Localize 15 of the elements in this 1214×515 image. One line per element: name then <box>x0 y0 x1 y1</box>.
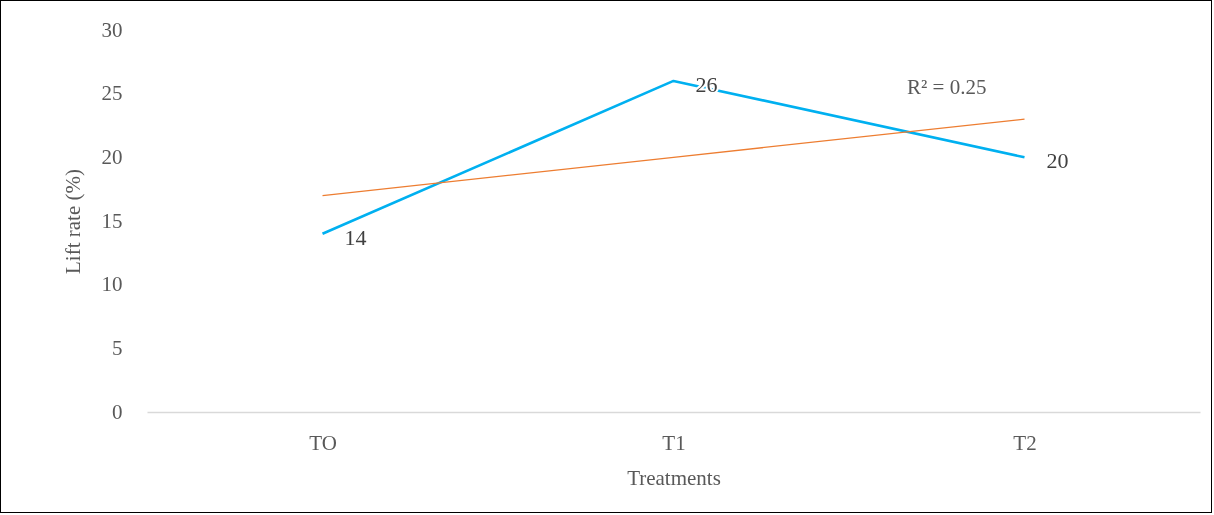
annotation: R² = 0.25 <box>907 75 987 99</box>
x-tick-label: T1 <box>662 430 686 455</box>
y-tick-label: 20 <box>101 144 123 169</box>
y-tick-label: 5 <box>112 335 123 360</box>
data-label: 14 <box>344 224 367 250</box>
y-tick-label: 15 <box>101 208 123 233</box>
y-axis-title: Lift rate (%) <box>60 169 85 274</box>
x-tick-label: TO <box>309 430 337 455</box>
y-tick-label: 10 <box>101 272 123 297</box>
data-label: 20 <box>1046 148 1069 174</box>
y-tick-label: 30 <box>101 17 123 42</box>
x-axis-title: Treatments <box>627 465 721 490</box>
y-tick-label: 25 <box>101 81 123 106</box>
y-tick-label: 0 <box>112 399 123 424</box>
x-tick-label: T2 <box>1013 430 1037 455</box>
